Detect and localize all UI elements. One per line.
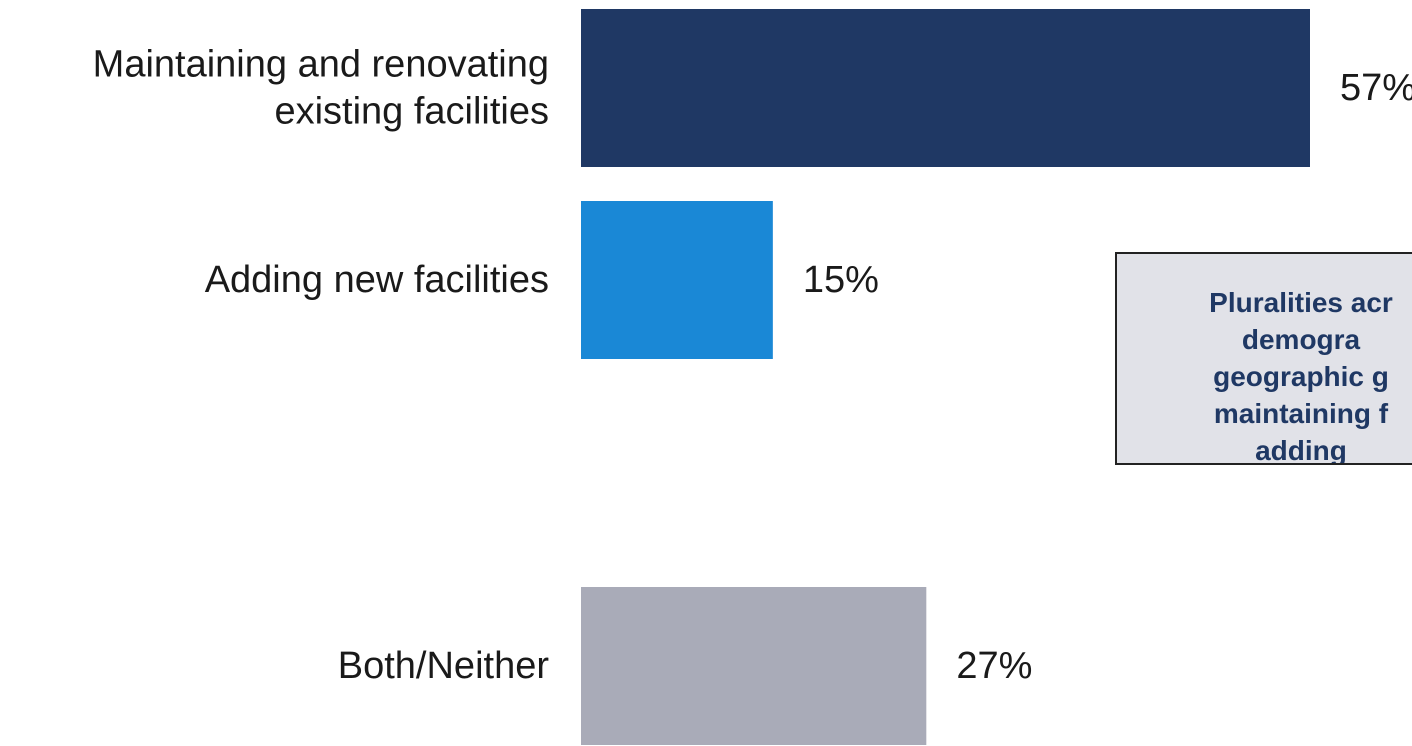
- callout-box: Pluralities acr demogra geographic g mai…: [1115, 252, 1412, 465]
- bar-2: [581, 587, 927, 745]
- category-label-1-0: Adding new facilities: [205, 259, 549, 301]
- value-label-1: 15%: [803, 259, 879, 301]
- bar-1: [581, 201, 773, 359]
- value-label-0: 57%: [1340, 67, 1412, 109]
- category-label-0-1: existing facilities: [274, 91, 549, 133]
- bar-0: [581, 9, 1310, 167]
- category-label-0-0: Maintaining and renovating: [93, 44, 549, 86]
- value-label-2: 27%: [956, 645, 1032, 687]
- category-label-2-0: Both/Neither: [338, 645, 550, 687]
- callout-text: Pluralities acr demogra geographic g mai…: [1209, 287, 1393, 465]
